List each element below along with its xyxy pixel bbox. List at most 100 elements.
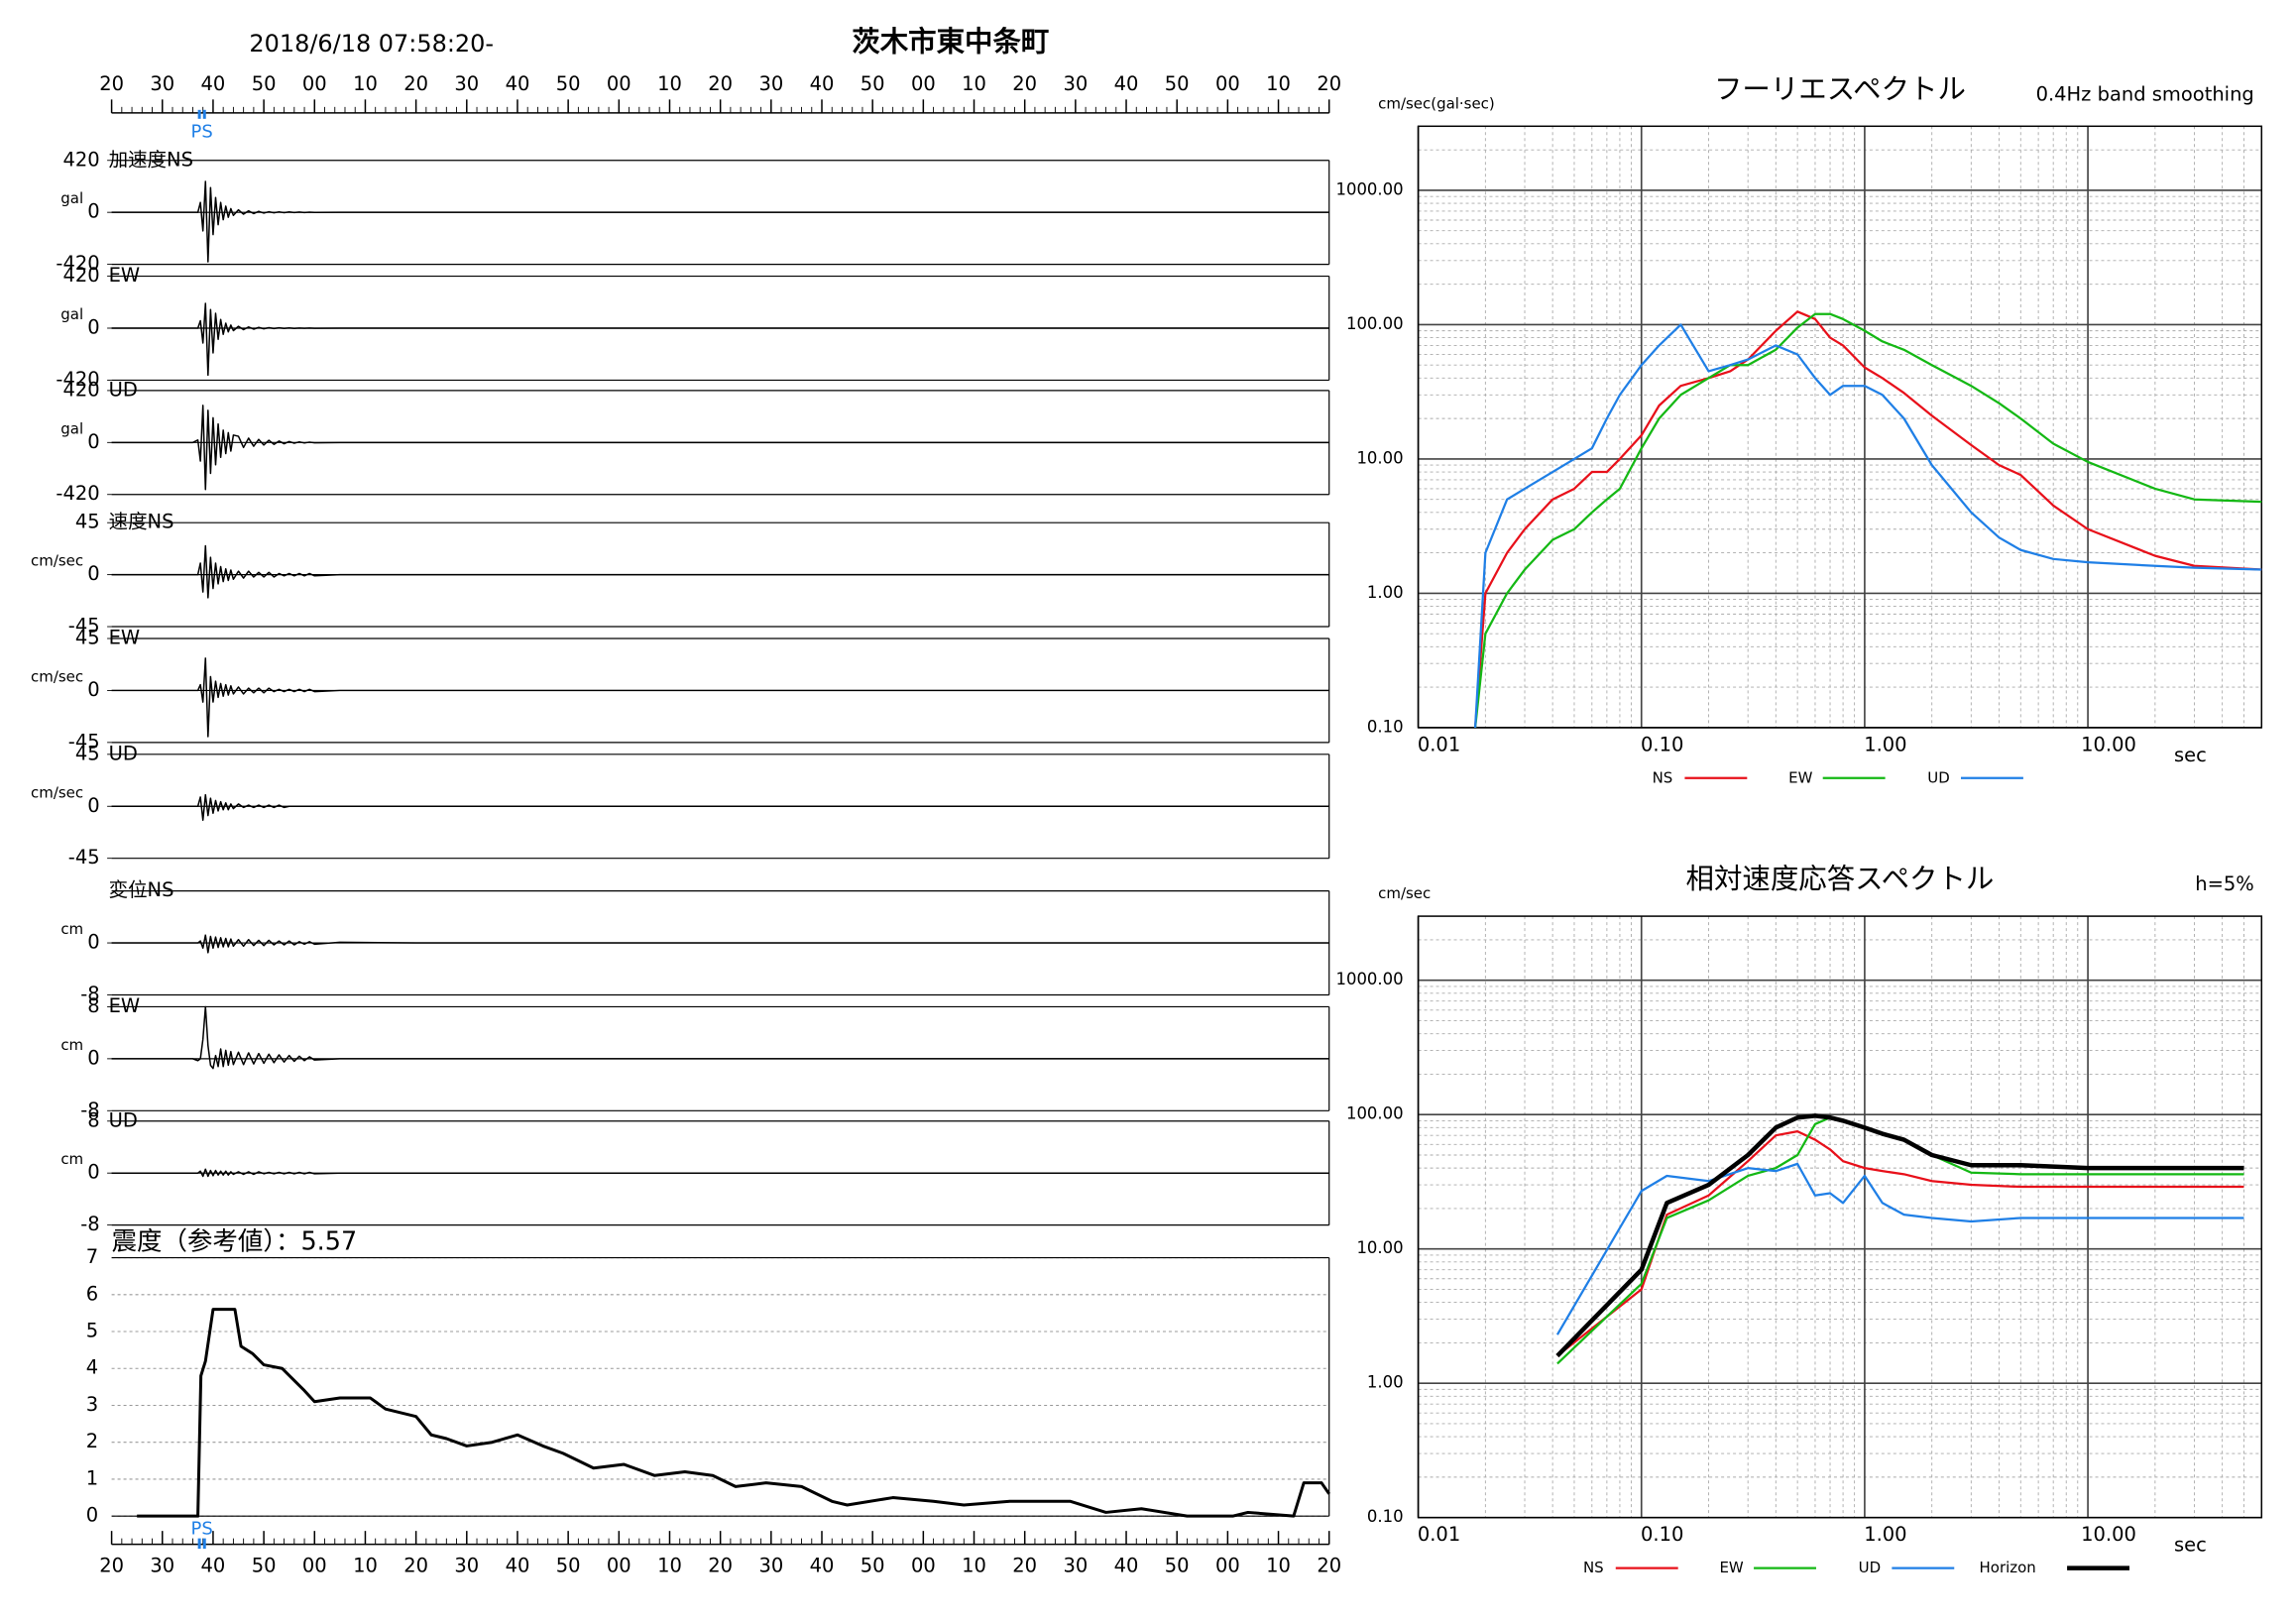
- x-tick-label: 20: [99, 72, 124, 95]
- y-tick-label: 0: [87, 931, 99, 954]
- waveform: [111, 793, 1329, 821]
- x-tick-label: 10: [353, 1555, 378, 1577]
- x-tick-label: 00: [302, 1555, 327, 1577]
- y-tick-label: -45: [68, 730, 100, 753]
- y-axis-label: cm/sec: [1378, 884, 1431, 902]
- series-line: [1555, 1113, 2244, 1358]
- y-tick-label: -45: [68, 846, 100, 869]
- legend-label: EW: [1719, 1559, 1743, 1576]
- plot-frame: [1417, 125, 2263, 729]
- waveform: [111, 1005, 1329, 1070]
- y-tick-label: -420: [56, 482, 99, 505]
- plot-frame: [1417, 915, 2263, 1519]
- subtitle: 2018/6/18 07:58:20-: [249, 30, 494, 58]
- unit-label: cm: [60, 920, 83, 938]
- waveform: [111, 180, 1329, 263]
- x-tick-label: 20: [403, 1555, 428, 1577]
- x-tick-label: 40: [201, 72, 226, 95]
- x-tick-label: 20: [1012, 1555, 1037, 1577]
- y-tick-label: 6: [86, 1282, 98, 1305]
- y-tick-label: -420: [56, 368, 99, 391]
- series-line: [1556, 1116, 2244, 1365]
- x-tick-label: 50: [556, 1555, 581, 1577]
- y-tick-label: 0: [87, 678, 99, 701]
- legend-label: UD: [1927, 768, 1949, 786]
- x-tick-label: 0.01: [1418, 733, 1460, 755]
- x-tick-label: 10: [962, 72, 986, 95]
- series-line: [1555, 1162, 2244, 1335]
- x-tick-label: 20: [708, 72, 733, 95]
- phase-label: PS: [191, 1519, 213, 1540]
- subtitle: 0.4Hz band smoothing: [2036, 82, 2254, 105]
- y-tick-label: 45: [75, 511, 100, 533]
- x-tick-label: 20: [99, 1555, 124, 1577]
- title: フーリエスペクトル: [1714, 72, 1966, 105]
- x-tick-label: 10: [1266, 72, 1291, 95]
- y-tick-label: 10.00: [1356, 448, 1403, 467]
- waveform: [111, 1168, 1329, 1178]
- x-tick-label: 10.00: [2081, 1523, 2136, 1546]
- waveform: [111, 657, 1329, 738]
- y-tick-label: 420: [62, 264, 99, 287]
- y-tick-label: 10.00: [1356, 1238, 1403, 1257]
- x-tick-label: 10: [962, 1555, 986, 1577]
- y-tick-label: 7: [86, 1245, 98, 1268]
- legend-label: UD: [1859, 1559, 1881, 1576]
- x-tick-label: 00: [911, 1555, 936, 1577]
- x-tick-label: 20: [1317, 1555, 1341, 1577]
- y-tick-label: 45: [75, 627, 100, 649]
- legend-label: NS: [1583, 1559, 1604, 1576]
- title: 相対速度応答スペクトル: [1686, 863, 1995, 895]
- x-tick-label: 10: [657, 1555, 682, 1577]
- y-tick-label: 0: [87, 794, 99, 817]
- x-tick-label: 50: [556, 72, 581, 95]
- y-tick-label: -8: [80, 1099, 99, 1121]
- x-tick-label: 00: [1215, 72, 1240, 95]
- y-tick-label: 8: [87, 994, 99, 1017]
- x-tick-label: 30: [1063, 1555, 1088, 1577]
- x-tick-label: 40: [1114, 1555, 1139, 1577]
- y-tick-label: 0.10: [1367, 717, 1404, 736]
- y-tick-label: -45: [68, 615, 100, 638]
- x-tick-label: 1.00: [1864, 1523, 1906, 1546]
- x-tick-label: 50: [861, 72, 885, 95]
- x-tick-label: 30: [150, 1555, 174, 1577]
- x-tick-label: 0.01: [1418, 1523, 1460, 1546]
- y-tick-label: -8: [80, 1213, 99, 1235]
- x-tick-label: 1.00: [1864, 733, 1906, 755]
- x-tick-label: 20: [708, 1555, 733, 1577]
- title: 茨木市東中条町: [852, 25, 1049, 58]
- panel-label: UD: [109, 742, 138, 764]
- x-tick-label: 20: [1317, 72, 1341, 95]
- y-tick-label: 0: [87, 1161, 99, 1184]
- panel-label: UD: [109, 1108, 138, 1131]
- y-tick-label: 100.00: [1346, 314, 1404, 333]
- x-tick-label: 30: [1063, 72, 1088, 95]
- y-tick-label: -8: [80, 983, 99, 1005]
- legend-label: EW: [1788, 768, 1812, 786]
- unit-label: gal: [60, 419, 83, 437]
- title: 震度（参考値）：5.57: [112, 1227, 358, 1257]
- unit-label: gal: [60, 189, 83, 207]
- x-tick-label: 40: [1114, 72, 1139, 95]
- y-tick-label: 420: [62, 148, 99, 171]
- waveform: [111, 544, 1329, 599]
- unit-label: cm: [60, 1150, 83, 1168]
- x-tick-label: 10: [657, 72, 682, 95]
- x-tick-label: 40: [810, 1555, 835, 1577]
- x-tick-label: 40: [506, 1555, 530, 1577]
- x-tick-label: 30: [454, 1555, 479, 1577]
- unit-label: cm/sec: [31, 783, 83, 801]
- panel-label: EW: [109, 627, 141, 649]
- phase-label: PS: [191, 121, 213, 142]
- x-axis-label: sec: [2174, 1534, 2207, 1557]
- x-axis-label: sec: [2174, 744, 2207, 766]
- waveform: [111, 302, 1329, 377]
- x-tick-label: 00: [1215, 1555, 1240, 1577]
- y-tick-label: 3: [86, 1393, 98, 1416]
- y-tick-label: 1000.00: [1335, 970, 1403, 988]
- x-tick-label: 0.10: [1641, 1523, 1683, 1546]
- y-tick-label: 4: [86, 1356, 98, 1379]
